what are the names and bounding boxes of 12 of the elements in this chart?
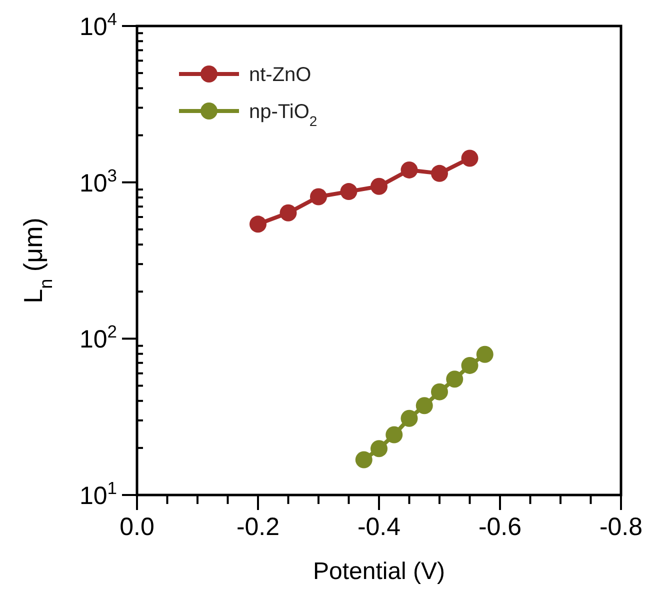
y-tick-label: 10$^{2}$ (79, 322, 117, 354)
y-tick-label: 10$^{1}$ (79, 478, 117, 510)
x-tick-label: -0.8 (599, 513, 643, 541)
x-tick-label: -0.6 (478, 513, 522, 541)
legend-label: np-TiO$_{2}$ (249, 101, 318, 129)
x-tick-label: -0.2 (236, 513, 280, 541)
x-axis-title: Potential (V) (312, 558, 446, 585)
x-tick-label: 0.0 (120, 513, 154, 541)
legend-label: nt-ZnO (249, 64, 312, 86)
x-tick-label: -0.4 (357, 513, 401, 541)
y-tick-label: 10$^{4}$ (79, 9, 118, 41)
y-tick-label: 10$^{3}$ (79, 165, 117, 198)
